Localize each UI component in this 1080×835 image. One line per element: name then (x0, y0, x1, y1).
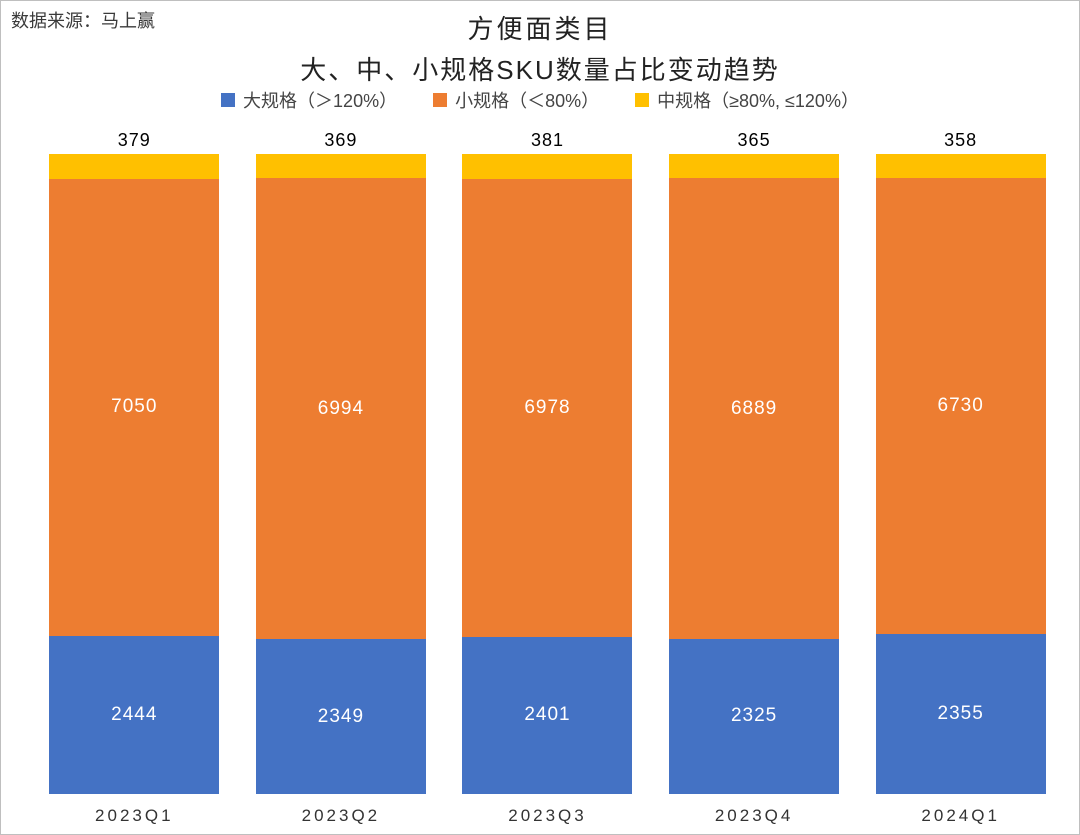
legend: 大规格（＞120%） 小规格（＜80%） 中规格（≥80%, ≤120%） (1, 87, 1079, 113)
segment-medium: 379 (49, 154, 219, 179)
segment-medium: 381 (462, 154, 632, 179)
bar-stack: 37970502444 (49, 154, 219, 794)
segment-medium: 358 (876, 154, 1046, 178)
chart-frame: 数据来源：马上赢 方便面类目 大、中、小规格SKU数量占比变动趋势 大规格（＞1… (0, 0, 1080, 835)
segment-medium: 365 (669, 154, 839, 178)
segment-small: 6730 (876, 178, 1046, 634)
value-label-medium: 369 (324, 130, 357, 151)
segment-medium: 369 (256, 154, 426, 178)
bar-column: 37970502444 (49, 131, 219, 794)
legend-label-large: 大规格（＞120%） (243, 87, 397, 113)
value-label-medium: 381 (531, 130, 564, 151)
bar-column: 35867302355 (876, 131, 1046, 794)
bar-stack: 35867302355 (876, 154, 1046, 794)
segment-small: 7050 (49, 179, 219, 636)
legend-swatch-large (221, 93, 235, 107)
legend-item-large: 大规格（＞120%） (221, 87, 397, 113)
x-axis-label: 2024Q1 (876, 806, 1046, 826)
x-axis-labels: 2023Q1 2023Q2 2023Q3 2023Q4 2024Q1 (31, 806, 1064, 826)
value-label-medium: 379 (118, 130, 151, 151)
x-axis-label: 2023Q1 (49, 806, 219, 826)
legend-label-small: 小规格（＜80%） (455, 87, 599, 113)
legend-item-medium: 中规格（≥80%, ≤120%） (635, 87, 859, 113)
segment-large: 2401 (462, 637, 632, 794)
bar-stack: 36568892325 (669, 154, 839, 794)
bar-column: 38169782401 (462, 131, 632, 794)
segment-large: 2349 (256, 639, 426, 794)
segment-small: 6889 (669, 178, 839, 638)
chart-title-line1: 方便面类目 (1, 9, 1079, 46)
legend-swatch-medium (635, 93, 649, 107)
segment-large: 2444 (49, 636, 219, 794)
x-axis-label: 2023Q3 (462, 806, 632, 826)
x-axis-label: 2023Q4 (669, 806, 839, 826)
segment-large: 2325 (669, 639, 839, 794)
x-axis-label: 2023Q2 (256, 806, 426, 826)
plot-area: 3797050244436969942349381697824013656889… (31, 131, 1064, 794)
bar-column: 36568892325 (669, 131, 839, 794)
chart-title-line2: 大、中、小规格SKU数量占比变动趋势 (1, 50, 1079, 87)
bar-stack: 36969942349 (256, 154, 426, 794)
segment-large: 2355 (876, 634, 1046, 794)
segment-small: 6978 (462, 179, 632, 637)
legend-label-medium: 中规格（≥80%, ≤120%） (657, 87, 859, 113)
bar-column: 36969942349 (256, 131, 426, 794)
value-label-medium: 365 (738, 130, 771, 151)
chart-titles: 方便面类目 大、中、小规格SKU数量占比变动趋势 (1, 9, 1079, 87)
segment-small: 6994 (256, 178, 426, 639)
bar-stack: 38169782401 (462, 154, 632, 794)
legend-swatch-small (433, 93, 447, 107)
value-label-medium: 358 (944, 130, 977, 151)
legend-item-small: 小规格（＜80%） (433, 87, 599, 113)
